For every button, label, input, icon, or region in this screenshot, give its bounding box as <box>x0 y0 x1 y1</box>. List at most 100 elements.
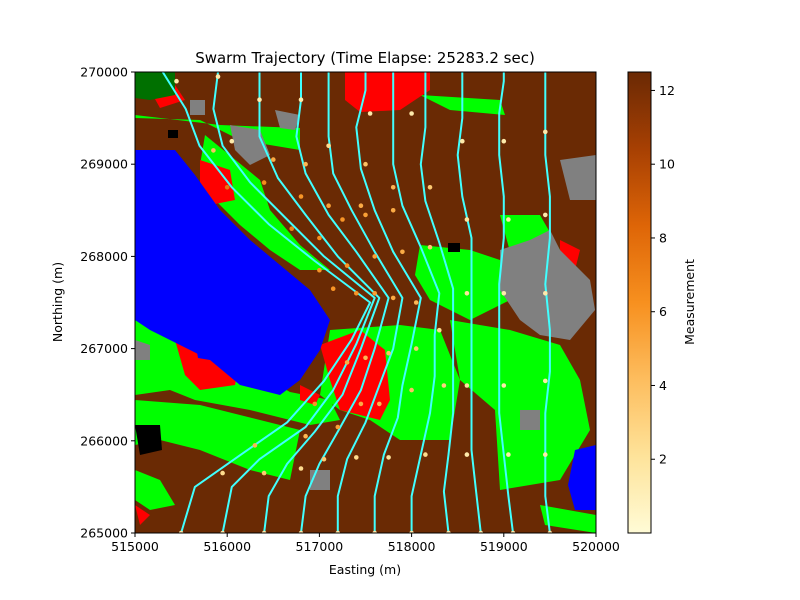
agent-point-12 <box>220 470 225 476</box>
agent-point-41 <box>390 295 396 301</box>
colorbar-tick-label: 12 <box>659 83 675 98</box>
agent-point-73 <box>501 138 507 144</box>
forest-patch <box>135 72 175 100</box>
agent-point-78 <box>298 97 304 102</box>
agent-point-80 <box>409 111 414 116</box>
agent-point-65 <box>427 185 433 190</box>
agent-point-14 <box>298 466 304 471</box>
agent-point-24 <box>335 424 341 430</box>
bare-patch <box>560 155 596 200</box>
trajectory-line-5 <box>327 72 404 533</box>
colorbar-tick-label: 6 <box>659 304 667 319</box>
agent-point-43 <box>464 291 470 296</box>
colorbar-tick-label: 4 <box>659 378 667 393</box>
agent-point-31 <box>501 383 507 388</box>
agent-point-49 <box>400 249 405 255</box>
agent-point-8 <box>446 530 451 533</box>
agent-point-56 <box>464 217 470 222</box>
trajectory-line-6 <box>355 72 422 533</box>
agent-point-35 <box>386 350 391 356</box>
shadow-patch <box>168 130 178 138</box>
trajectory-line-9 <box>456 72 482 533</box>
agent-point-71 <box>363 161 368 167</box>
agent-point-30 <box>464 383 470 388</box>
bare-patch <box>500 230 595 340</box>
y-axis-label: Northing (m) <box>50 262 65 342</box>
trajectory-line-4 <box>295 72 390 533</box>
agent-point-9 <box>478 530 484 533</box>
agent-point-46 <box>317 267 322 273</box>
agent-point-64 <box>390 185 396 190</box>
built-patch <box>135 505 150 525</box>
water-body <box>195 340 215 360</box>
agent-point-20 <box>506 452 511 457</box>
agent-point-63 <box>358 203 364 208</box>
agent-point-15 <box>321 456 327 462</box>
trajectory-line-10 <box>498 72 514 533</box>
x-tick-label: 516000 <box>203 539 251 554</box>
agent-point-22 <box>252 443 258 448</box>
agent-point-10 <box>510 530 516 533</box>
y-tick-label: 269000 <box>80 157 128 172</box>
x-tick-label: 518000 <box>388 539 436 554</box>
agent-point-11 <box>547 530 553 533</box>
agent-point-21 <box>543 452 548 457</box>
built-patch <box>300 385 320 405</box>
agent-point-66 <box>211 148 216 153</box>
agent-point-16 <box>354 455 359 460</box>
agent-point-58 <box>543 212 548 218</box>
agent-point-59 <box>224 185 230 190</box>
agent-point-70 <box>326 143 331 149</box>
colorbar-tick-label: 8 <box>659 230 667 245</box>
bare-patch <box>520 410 540 430</box>
colorbar-label: Measurement <box>682 259 697 345</box>
agent-point-33 <box>344 360 350 365</box>
vegetation-patch <box>135 470 175 510</box>
agent-point-77 <box>257 97 262 102</box>
agent-point-5 <box>335 530 341 533</box>
agent-point-52 <box>317 235 322 241</box>
agent-point-1 <box>178 530 184 533</box>
x-axis: 515000 516000 517000 518000 519000 520000 <box>111 533 620 554</box>
agent-point-40 <box>372 291 378 296</box>
colorbar-gradient <box>627 71 652 534</box>
agent-point-55 <box>390 208 396 213</box>
agent-point-36 <box>413 346 419 351</box>
y-tick-label: 265000 <box>80 526 128 541</box>
shadow-patch <box>448 243 460 252</box>
x-tick-label: 520000 <box>572 539 620 554</box>
agent-point-51 <box>289 226 295 231</box>
built-patch <box>200 160 235 205</box>
agent-point-7 <box>409 530 414 533</box>
vegetation-patch <box>450 320 590 490</box>
agent-layer <box>174 74 553 533</box>
bare-patch <box>190 100 205 115</box>
agent-point-26 <box>358 401 364 407</box>
trajectory-line-3 <box>258 72 381 533</box>
agent-point-60 <box>261 180 267 185</box>
plot-frame <box>134 71 597 534</box>
agent-point-45 <box>543 291 548 296</box>
agent-point-3 <box>261 530 267 533</box>
agent-point-23 <box>303 433 308 439</box>
land-cover-map <box>135 72 596 533</box>
colorbar-tick-label: 10 <box>659 157 675 172</box>
agent-point-54 <box>363 212 368 218</box>
trajectory-layer <box>161 72 551 533</box>
x-axis-label: Easting (m) <box>329 562 401 577</box>
bare-patch <box>275 110 300 130</box>
plot-area <box>134 71 597 534</box>
trajectory-line-8 <box>419 72 455 533</box>
shadow-patch <box>135 425 162 455</box>
vegetation-patch <box>200 135 330 270</box>
x-tick-label: 519000 <box>480 539 528 554</box>
y-tick-label: 267000 <box>80 341 128 356</box>
agent-point-34 <box>363 355 368 361</box>
agent-point-47 <box>344 263 350 268</box>
agent-point-13 <box>261 470 267 476</box>
colorbar-ticks: 2 4 6 8 10 12 <box>651 83 675 467</box>
trajectory-line-7 <box>392 72 441 533</box>
agent-point-50 <box>427 244 433 250</box>
